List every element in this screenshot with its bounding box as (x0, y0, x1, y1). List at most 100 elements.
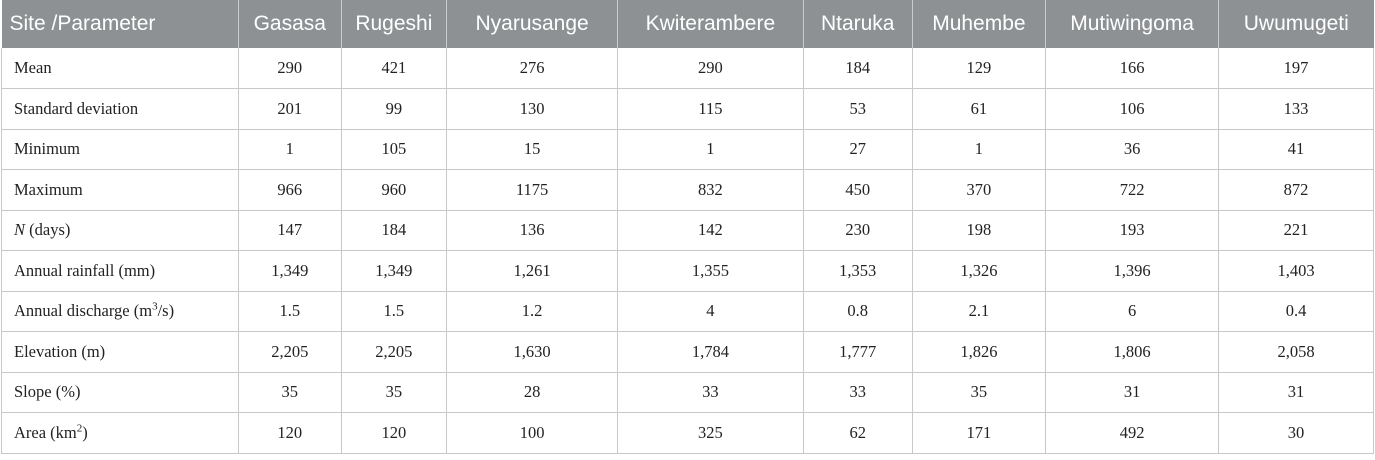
table-cell: 31 (1045, 372, 1220, 413)
header-uwumugeti: Uwumugeti (1218, 0, 1374, 48)
table-cell: 28 (446, 372, 619, 413)
table-cell: 1.5 (341, 291, 448, 332)
table-cell: 171 (912, 412, 1047, 454)
table-cell: 1 (912, 129, 1047, 170)
table-row: Minimum 1 105 15 1 27 1 36 41 (0, 129, 1374, 170)
table-cell: 1,403 (1218, 250, 1374, 292)
table-cell: 147 (238, 210, 342, 251)
table-cell: 1.2 (446, 291, 619, 332)
table-cell: 421 (341, 48, 448, 89)
header-gasasa: Gasasa (238, 0, 342, 48)
row-label: N (days) (0, 210, 240, 251)
table-cell: 1,261 (446, 250, 619, 292)
header-mutiwingoma: Mutiwingoma (1045, 0, 1220, 48)
table-cell: 1,784 (617, 331, 804, 373)
row-label-sup: 3 (152, 300, 158, 313)
table-cell: 120 (341, 412, 448, 454)
header-kwiterambere: Kwiterambere (617, 0, 804, 48)
row-label: Standard deviation (0, 88, 240, 130)
table-cell: 2,058 (1218, 331, 1374, 373)
table-cell: 31 (1218, 372, 1374, 413)
table-cell: 832 (617, 169, 804, 211)
header-muhembe: Muhembe (912, 0, 1047, 48)
table-cell: 35 (238, 372, 342, 413)
table-cell: 53 (803, 88, 913, 130)
table-cell: 325 (617, 412, 804, 454)
table-cell: 1,355 (617, 250, 804, 292)
table-cell: 99 (341, 88, 448, 130)
table-cell: 166 (1045, 48, 1220, 89)
table-row: Area (km2) 120 120 100 325 62 171 492 30 (0, 412, 1374, 454)
table-cell: 221 (1218, 210, 1374, 251)
table-cell: 1,630 (446, 331, 619, 373)
table-cell: 1 (238, 129, 342, 170)
header-site-parameter: Site /Parameter (1, 0, 240, 48)
table-cell: 197 (1218, 48, 1374, 89)
table-cell: 142 (617, 210, 804, 251)
table-cell: 1,806 (1045, 331, 1220, 373)
table-cell: 450 (803, 169, 913, 211)
table-cell: 133 (1218, 88, 1374, 130)
table-cell: 2.1 (912, 291, 1047, 332)
table-cell: 2,205 (341, 331, 448, 373)
table-row: Slope (%) 35 35 28 33 33 35 31 31 (0, 372, 1374, 413)
row-label: Elevation (m) (0, 331, 240, 373)
table-cell: 722 (1045, 169, 1220, 211)
table-cell: 15 (446, 129, 619, 170)
table-row: Annual discharge (m3/s) 1.5 1.5 1.2 4 0.… (0, 291, 1374, 332)
row-label: Annual rainfall (mm) (0, 250, 240, 292)
table-cell: 100 (446, 412, 619, 454)
table-cell: 290 (238, 48, 342, 89)
header-row: Site /Parameter Gasasa Rugeshi Nyarusang… (1, 0, 1374, 48)
table-cell: 30 (1218, 412, 1374, 454)
table-cell: 1175 (446, 169, 619, 211)
table-cell: 136 (446, 210, 619, 251)
table-cell: 129 (912, 48, 1047, 89)
row-label: Maximum (0, 169, 240, 211)
table-cell: 0.4 (1218, 291, 1374, 332)
table-cell: 2,205 (238, 331, 342, 373)
row-label: Mean (0, 48, 240, 89)
table-cell: 33 (617, 372, 804, 413)
row-label-pre: Area (km (14, 422, 77, 442)
table-cell: 1,396 (1045, 250, 1220, 292)
table-cell: 62 (803, 412, 913, 454)
table-cell: 1,349 (341, 250, 448, 292)
table-cell: 872 (1218, 169, 1374, 211)
table-cell: 0.8 (803, 291, 913, 332)
table-cell: 290 (617, 48, 804, 89)
table-cell: 960 (341, 169, 448, 211)
table-cell: 41 (1218, 129, 1374, 170)
row-label-sup: 2 (76, 422, 83, 435)
table-cell: 36 (1045, 129, 1220, 170)
table-cell: 1,353 (803, 250, 913, 292)
table-cell: 130 (446, 88, 619, 130)
row-label: Slope (%) (0, 372, 240, 413)
table-cell: 184 (341, 210, 448, 251)
row-label: Area (km2) (0, 412, 240, 454)
row-label: Minimum (0, 129, 240, 170)
table-row: Elevation (m) 2,205 2,205 1,630 1,784 1,… (0, 331, 1374, 373)
table-cell: 61 (912, 88, 1047, 130)
header-nyarusange: Nyarusange (446, 0, 619, 48)
table-cell: 201 (238, 88, 342, 130)
table-cell: 115 (617, 88, 804, 130)
header-rugeshi: Rugeshi (341, 0, 448, 48)
table-cell: 4 (617, 291, 804, 332)
table-cell: 1,326 (912, 250, 1047, 292)
table-row: Standard deviation 201 99 130 115 53 61 … (0, 88, 1374, 130)
table-cell: 35 (912, 372, 1047, 413)
row-label-post: /s) (157, 301, 175, 321)
row-label: Annual discharge (m3/s) (0, 291, 240, 332)
table-cell: 193 (1045, 210, 1220, 251)
header-ntaruka: Ntaruka (803, 0, 913, 48)
row-label-post: ) (82, 422, 88, 442)
table-cell: 33 (803, 372, 913, 413)
table-cell: 276 (446, 48, 619, 89)
row-label-italic: N (14, 220, 26, 240)
table-cell: 105 (341, 129, 448, 170)
table-cell: 230 (803, 210, 913, 251)
table-row: Mean 290 421 276 290 184 129 166 197 (0, 48, 1374, 89)
table-cell: 492 (1045, 412, 1220, 454)
